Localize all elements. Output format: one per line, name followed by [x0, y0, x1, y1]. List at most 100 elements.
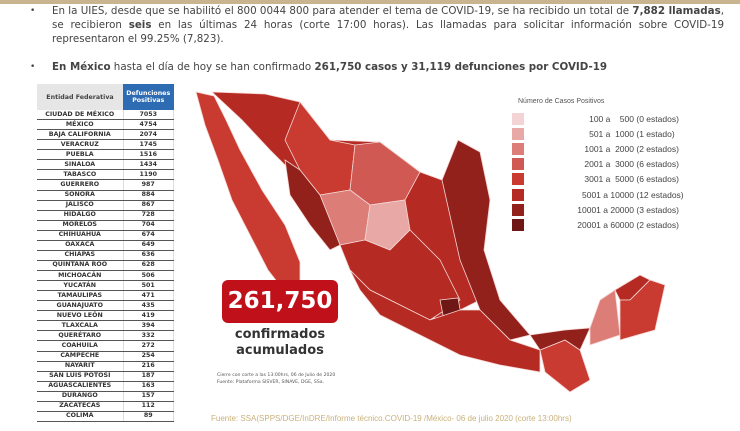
- legend-count: (6 estados): [636, 174, 679, 185]
- state-name: MORELOS: [37, 220, 124, 231]
- table-row: MÉXICO 4754: [37, 119, 174, 131]
- table-row: SAN LUIS POTOSÍ 187: [37, 371, 174, 382]
- legend-item: 10001 a 20000 (3 estados): [512, 202, 684, 217]
- deaths-value: 628: [123, 260, 174, 272]
- state-name: QUERÉTARO: [37, 330, 124, 342]
- state-name: SAN LUIS POTOSÍ: [37, 371, 124, 382]
- state-name: GUANAJUATO: [37, 300, 124, 312]
- table-row: GUANAJUATO 435: [37, 300, 174, 312]
- state-name: OAXACA: [37, 240, 124, 251]
- table-row: DURANGO 157: [37, 391, 174, 402]
- deaths-value: 216: [123, 361, 174, 372]
- state-name: COAHUILA: [37, 340, 124, 352]
- state-name: SINALOA: [37, 159, 124, 171]
- legend-item: 501 a 1000 (1 estado): [512, 126, 684, 141]
- bullet-text-part: 261,750 casos y 31,119 defunciones por C…: [314, 61, 608, 73]
- label-acumulados: acumulados: [236, 343, 324, 358]
- state-name: COLIMA: [37, 411, 124, 422]
- state-tabasco: [529, 327, 591, 351]
- bullet-text-part: 7,882 llamadas: [632, 5, 721, 17]
- deaths-value: 2074: [123, 129, 174, 141]
- deaths-value: 987: [123, 179, 174, 191]
- legend-swatch: [512, 203, 524, 216]
- legend-count: (12 estados): [636, 189, 684, 200]
- source-note: Cierre con corte a las 13:00hrs, 06 de J…: [217, 372, 335, 386]
- deaths-value: 89: [123, 411, 174, 422]
- table-row: JALISCO 867: [37, 200, 174, 211]
- deaths-table: Entidad Federativa Defunciones Positivas…: [37, 84, 174, 422]
- table-row: TABASCO 1190: [37, 169, 174, 181]
- mexico-map: [195, 91, 666, 393]
- deaths-value: 1745: [123, 139, 174, 151]
- table-row: NUEVO LEÓN 419: [37, 310, 174, 322]
- state-name: NUEVO LEÓN: [37, 310, 124, 322]
- state-name: TABASCO: [37, 169, 124, 181]
- state-name: CHIAPAS: [37, 250, 124, 261]
- legend-swatch: [512, 173, 524, 186]
- table-row: MORELOS 704: [37, 220, 174, 231]
- bullet-text-part: , se recibieron: [52, 5, 724, 31]
- state-name: ZACATECAS: [37, 401, 124, 412]
- legend-swatch: [512, 127, 524, 140]
- deaths-value: 867: [123, 200, 174, 211]
- legend-range: 10001 a 20000: [577, 204, 634, 215]
- deaths-value: 272: [123, 340, 174, 352]
- table-row: SINALOA 1434: [37, 159, 174, 171]
- state-name: VERACRUZ: [37, 139, 124, 151]
- state-name: JALISCO: [37, 200, 124, 211]
- state-name: CIUDAD DE MÉXICO: [37, 110, 124, 121]
- deaths-value: 394: [123, 320, 174, 332]
- table-row: MICHOACÁN 506: [37, 270, 174, 282]
- legend-range: 1001 a 2000: [584, 143, 634, 154]
- legend-item: 20001 a 60000 (2 estados): [512, 217, 684, 232]
- deaths-value: 884: [123, 190, 174, 201]
- state-name: CHIHUAHUA: [37, 230, 124, 241]
- legend-swatch: [512, 112, 524, 125]
- table-row: VERACRUZ 1745: [37, 139, 174, 151]
- deaths-value: 254: [123, 351, 174, 362]
- bullet-text-part: En la UIES, desde que se habilitó el 800…: [52, 5, 633, 17]
- table-row: QUINTANA ROO 628: [37, 260, 174, 272]
- table-row: BAJA CALIFORNIA 2074: [37, 129, 174, 141]
- bullet-text-part: en las últimas 24 horas (corte 17:00 hor…: [52, 19, 724, 45]
- table-row: QUERÉTARO 332: [37, 330, 174, 342]
- label-confirmados: confirmados: [234, 327, 326, 342]
- legend-item: 5001 a 10000 (12 estados): [512, 187, 684, 202]
- legend-count: (1 estado): [636, 128, 675, 139]
- deaths-value: 7053: [123, 110, 174, 121]
- state-campeche: [589, 289, 621, 346]
- map-legend: Número de Casos Positivos 100 a 500 (0 e…: [512, 98, 684, 233]
- table-row: ZACATECAS 112: [37, 401, 174, 412]
- state-name: MICHOACÁN: [37, 270, 124, 282]
- state-name: GUERRERO: [37, 179, 124, 191]
- table-row: GUERRERO 987: [37, 179, 174, 191]
- state-name: TLAXCALA: [37, 320, 124, 332]
- bullet-calls: • En la UIES, desde que se habilitó el 80…: [30, 5, 724, 45]
- state-name: BAJA CALIFORNIA: [37, 129, 124, 141]
- state-name: CAMPECHE: [37, 351, 124, 362]
- deaths-value: 1516: [123, 149, 174, 161]
- legend-range: 100 a 500: [589, 113, 634, 124]
- deaths-value: 501: [123, 280, 174, 292]
- deaths-value: 157: [123, 391, 174, 402]
- table-row: CAMPECHE 254: [37, 351, 174, 362]
- state-veracruz: [441, 139, 531, 341]
- table-row: OAXACA 649: [37, 240, 174, 251]
- table-row: AGUASCALIENTES 163: [37, 381, 174, 392]
- legend-range: 2001 a 3000: [584, 159, 634, 170]
- legend-range: 3001 a 5000: [584, 174, 634, 185]
- table-row: TLAXCALA 394: [37, 320, 174, 332]
- state-name: PUEBLA: [37, 149, 124, 161]
- deaths-value: 112: [123, 401, 174, 412]
- legend-count: (0 estados): [636, 113, 679, 124]
- deaths-value: 1434: [123, 159, 174, 171]
- state-name: TAMAULIPAS: [37, 290, 124, 302]
- top-border: [0, 0, 740, 4]
- deaths-value: 674: [123, 230, 174, 241]
- header-state: Entidad Federativa: [37, 84, 123, 110]
- total-cases-badge: 261,750: [222, 280, 338, 323]
- legend-item: 100 a 500 (0 estados): [512, 111, 684, 126]
- table-row: SONORA 884: [37, 190, 174, 201]
- deaths-value: 636: [123, 250, 174, 261]
- deaths-value: 1190: [123, 169, 174, 181]
